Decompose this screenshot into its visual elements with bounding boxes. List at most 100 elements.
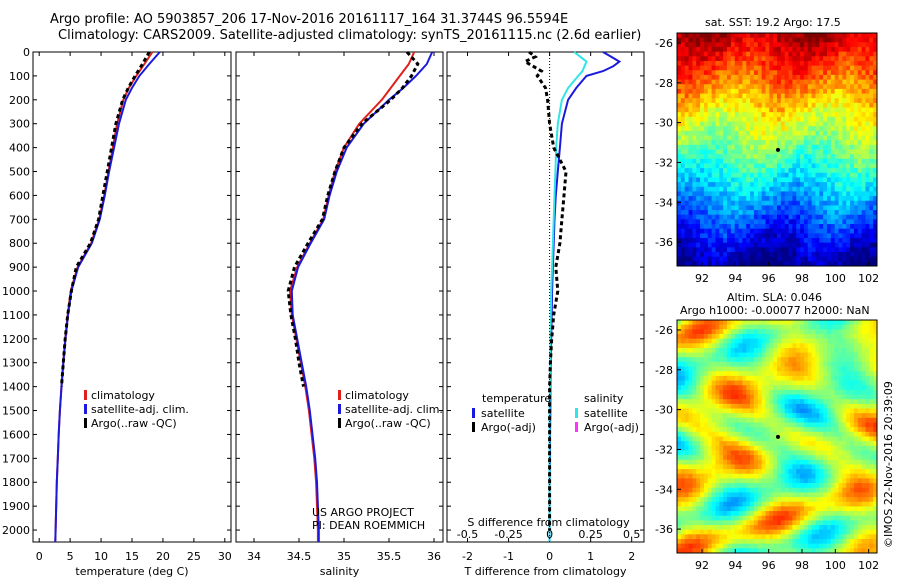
heatmap-cell <box>815 261 820 267</box>
heatmap-cell <box>684 88 690 95</box>
heatmap-cell <box>711 469 716 475</box>
heatmap-cell <box>838 399 843 405</box>
heatmap-cell <box>853 380 859 386</box>
heatmap-cell <box>857 324 863 330</box>
heatmap-cell <box>715 228 720 234</box>
heatmap-cell <box>811 172 816 178</box>
heatmap-cell <box>815 413 820 419</box>
heatmap-cell <box>719 492 724 498</box>
heatmap-cell <box>838 163 843 169</box>
heatmap-cell <box>711 501 716 507</box>
heatmap-cell <box>838 42 843 48</box>
heatmap-cell <box>834 450 840 456</box>
heatmap-cell <box>857 172 863 178</box>
heatmap-cell <box>830 56 836 62</box>
heatmap-cell <box>707 214 713 220</box>
x-tick-label: 35 <box>337 550 351 563</box>
heatmap-cell <box>792 459 797 465</box>
heatmap-cell <box>765 403 770 410</box>
heatmap-cell <box>838 112 843 118</box>
heatmap-cell <box>757 389 763 396</box>
heatmap-cell <box>753 116 759 123</box>
heatmap-cell <box>857 88 863 95</box>
heatmap-cell <box>761 168 766 174</box>
heatmap-cell <box>769 329 774 335</box>
heatmap-cell <box>688 130 693 137</box>
heatmap-cell <box>703 186 709 192</box>
heatmap-cell <box>861 149 866 155</box>
heatmap-cell <box>765 469 770 475</box>
heatmap-cell <box>761 352 766 358</box>
heatmap-cell <box>700 380 705 386</box>
heatmap-cell <box>773 483 778 489</box>
heatmap-cell <box>834 121 840 127</box>
heatmap-cell <box>730 361 736 368</box>
heatmap-cell <box>750 343 755 349</box>
heatmap-cell <box>680 329 686 335</box>
heatmap-cell <box>811 228 816 234</box>
heatmap-cell <box>873 380 878 386</box>
heatmap-cell <box>873 464 878 470</box>
x-tick-label: -2 <box>462 550 473 563</box>
heatmap-cell <box>746 247 751 253</box>
heatmap-cell <box>700 102 705 109</box>
heatmap-cell <box>711 121 716 127</box>
heatmap-cell <box>746 102 751 109</box>
heatmap-cell <box>750 214 755 220</box>
heatmap-cell <box>857 427 863 433</box>
heatmap-cell <box>723 200 728 206</box>
heatmap-cell <box>827 366 832 372</box>
heatmap-cell <box>800 371 805 377</box>
heatmap-cell <box>696 107 701 113</box>
heatmap-cell <box>692 163 697 169</box>
heatmap-cell <box>792 324 797 330</box>
heatmap-cell <box>715 238 720 244</box>
heatmap-cell <box>853 88 859 95</box>
heatmap-cell <box>773 168 778 174</box>
heatmap-cell <box>823 116 828 123</box>
heatmap-cell <box>865 473 870 479</box>
heatmap-cell <box>711 65 716 71</box>
heatmap-cell <box>688 366 693 372</box>
heatmap-cell <box>707 431 713 437</box>
heatmap-cell <box>869 450 874 456</box>
heatmap-cell <box>765 186 770 192</box>
heatmap-cell <box>769 79 774 85</box>
heatmap-cell <box>861 186 866 192</box>
heatmap-cell <box>788 186 793 192</box>
heatmap-cell <box>823 51 828 57</box>
heatmap-cell <box>857 389 863 396</box>
heatmap-cell <box>696 403 701 410</box>
heatmap-cell <box>703 399 709 405</box>
heatmap-cell <box>707 333 713 340</box>
heatmap-cell <box>688 60 693 67</box>
heatmap-cell <box>827 501 832 507</box>
heatmap-cell <box>715 121 720 127</box>
heatmap-cell <box>727 65 732 71</box>
heatmap-cell <box>865 182 870 188</box>
heatmap-cell <box>734 74 740 81</box>
heatmap-cell <box>719 149 724 155</box>
heatmap-cell <box>800 357 805 363</box>
heatmap-cell <box>823 33 828 39</box>
heatmap-cell <box>857 261 863 267</box>
heatmap-cell <box>700 385 705 391</box>
heatmap-cell <box>830 191 836 197</box>
heatmap-cell <box>723 238 728 244</box>
heatmap-cell <box>784 413 790 419</box>
heatmap-cell <box>811 431 816 437</box>
heatmap-cell <box>738 366 743 372</box>
heatmap-cell <box>846 219 851 225</box>
heatmap-cell <box>865 102 870 109</box>
heatmap-cell <box>784 399 790 405</box>
heatmap-cell <box>703 497 709 503</box>
heatmap-cell <box>700 256 705 262</box>
heatmap-cell <box>827 343 832 349</box>
heatmap-cell <box>827 196 832 202</box>
y-tick-label: 1400 <box>2 381 30 394</box>
heatmap-cell <box>853 79 859 85</box>
heatmap-cell <box>788 320 793 326</box>
heatmap-cell <box>742 126 747 132</box>
heatmap-cell <box>780 168 786 174</box>
heatmap-cell <box>711 154 716 160</box>
